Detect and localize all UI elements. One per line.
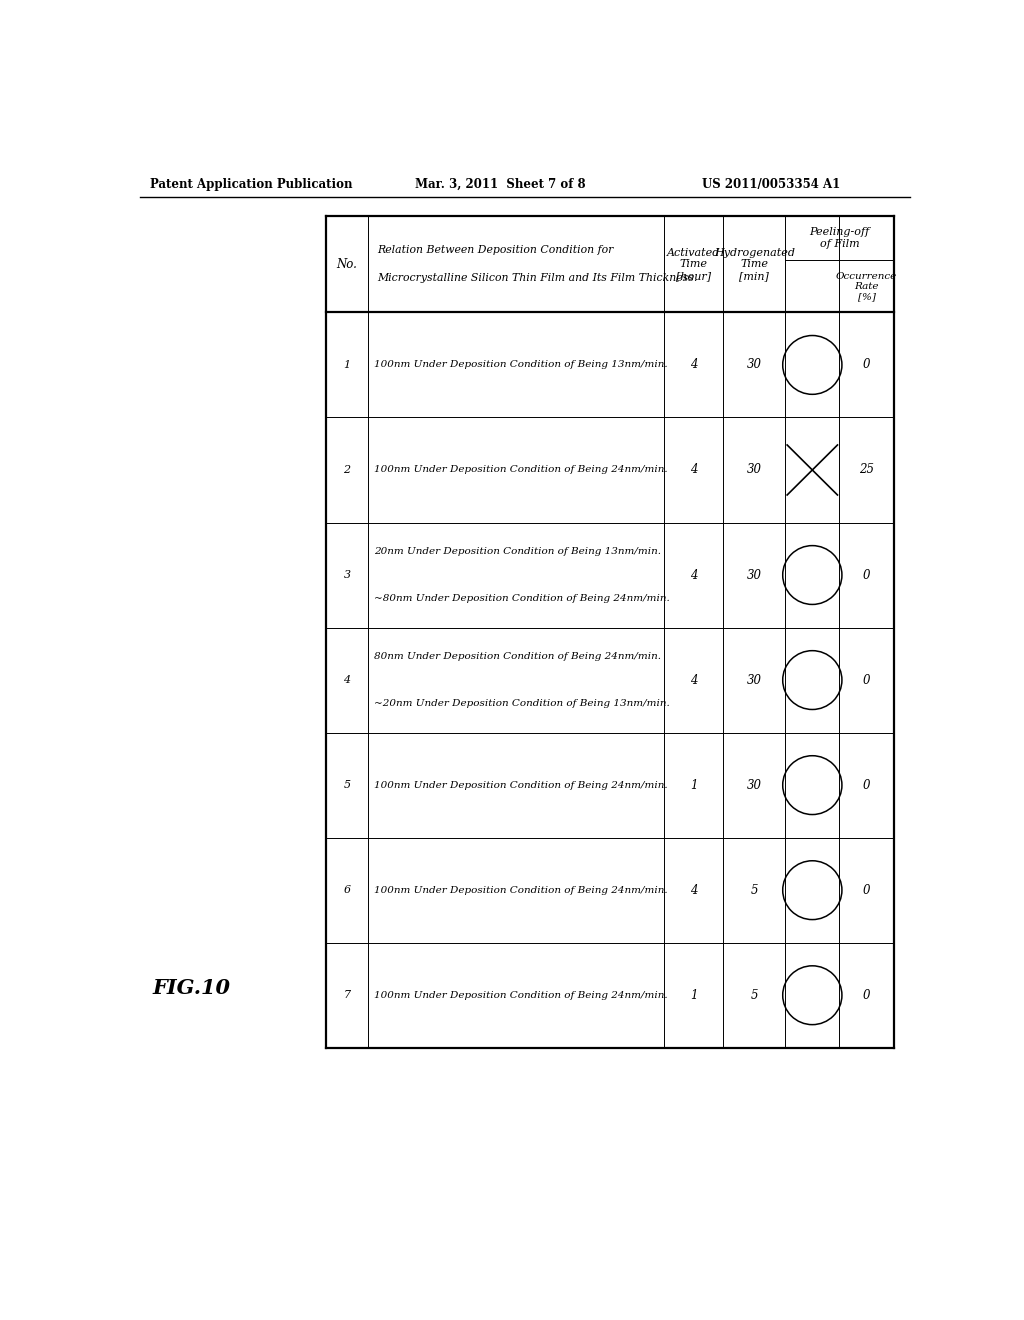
- Text: 100nm Under Deposition Condition of Being 24nm/min.: 100nm Under Deposition Condition of Bein…: [375, 466, 668, 474]
- Text: 4: 4: [690, 463, 697, 477]
- Text: 5: 5: [751, 989, 758, 1002]
- Text: FIG.10: FIG.10: [153, 978, 230, 998]
- Text: 4: 4: [690, 673, 697, 686]
- Text: 5: 5: [751, 883, 758, 896]
- Text: 3: 3: [343, 570, 350, 579]
- Text: 30: 30: [746, 463, 762, 477]
- Text: 0: 0: [863, 883, 870, 896]
- Text: 1: 1: [690, 779, 697, 792]
- Text: 80nm Under Deposition Condition of Being 24nm/min.: 80nm Under Deposition Condition of Being…: [375, 652, 662, 661]
- Text: 0: 0: [863, 569, 870, 582]
- Text: 30: 30: [746, 779, 762, 792]
- Text: 4: 4: [690, 883, 697, 896]
- Text: Occurrence
Rate
[%]: Occurrence Rate [%]: [836, 272, 897, 301]
- Text: 4: 4: [690, 359, 697, 371]
- Text: 4: 4: [343, 675, 350, 685]
- Text: 1: 1: [690, 989, 697, 1002]
- Text: ~80nm Under Deposition Condition of Being 24nm/min.: ~80nm Under Deposition Condition of Bein…: [375, 594, 670, 603]
- Text: Mar. 3, 2011  Sheet 7 of 8: Mar. 3, 2011 Sheet 7 of 8: [415, 178, 586, 190]
- Text: 0: 0: [863, 359, 870, 371]
- Text: 4: 4: [690, 569, 697, 582]
- Text: 25: 25: [859, 463, 874, 477]
- Text: 0: 0: [863, 779, 870, 792]
- Text: 0: 0: [863, 989, 870, 1002]
- Text: 1: 1: [343, 360, 350, 370]
- Text: Hydrogenated
Time
[min]: Hydrogenated Time [min]: [714, 248, 795, 281]
- Text: ~20nm Under Deposition Condition of Being 13nm/min.: ~20nm Under Deposition Condition of Bein…: [375, 698, 670, 708]
- Text: Activated
Time
[hour]: Activated Time [hour]: [667, 248, 721, 281]
- Text: 2: 2: [343, 465, 350, 475]
- Text: 100nm Under Deposition Condition of Being 24nm/min.: 100nm Under Deposition Condition of Bein…: [375, 991, 668, 999]
- Text: 30: 30: [746, 359, 762, 371]
- Text: 0: 0: [863, 673, 870, 686]
- Text: Patent Application Publication: Patent Application Publication: [150, 178, 352, 190]
- Text: 20nm Under Deposition Condition of Being 13nm/min.: 20nm Under Deposition Condition of Being…: [375, 548, 662, 557]
- Text: 100nm Under Deposition Condition of Being 13nm/min.: 100nm Under Deposition Condition of Bein…: [375, 360, 668, 370]
- Text: 100nm Under Deposition Condition of Being 24nm/min.: 100nm Under Deposition Condition of Bein…: [375, 886, 668, 895]
- Text: 30: 30: [746, 673, 762, 686]
- Text: Peeling-off
of Film: Peeling-off of Film: [809, 227, 869, 249]
- Text: Microcrystalline Silicon Thin Film and Its Film Thickness.: Microcrystalline Silicon Thin Film and I…: [378, 273, 698, 282]
- Text: 30: 30: [746, 569, 762, 582]
- Text: Relation Between Deposition Condition for: Relation Between Deposition Condition fo…: [378, 246, 614, 255]
- Text: No.: No.: [337, 257, 357, 271]
- Text: 5: 5: [343, 780, 350, 791]
- Text: 6: 6: [343, 886, 350, 895]
- Text: 7: 7: [343, 990, 350, 1001]
- Text: US 2011/0053354 A1: US 2011/0053354 A1: [701, 178, 840, 190]
- Text: 100nm Under Deposition Condition of Being 24nm/min.: 100nm Under Deposition Condition of Bein…: [375, 780, 668, 789]
